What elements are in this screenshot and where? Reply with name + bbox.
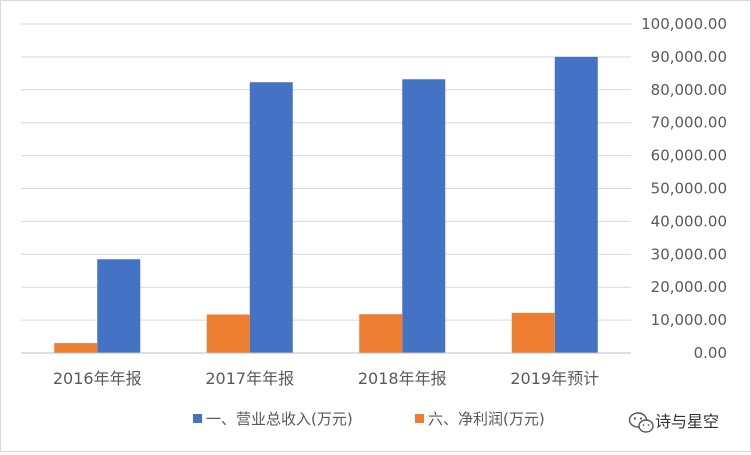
bars	[54, 56, 598, 354]
axes: 0.00 10,000.00 20,000.00 30,000.00 40,000.00…	[21, 15, 727, 388]
bar-revenue	[97, 259, 141, 353]
watermark: 诗与星空	[628, 412, 719, 433]
watermark-text: 诗与星空	[655, 412, 719, 431]
x-tick-label: 2018年年报	[358, 369, 447, 388]
y-tick-label: 0.00	[694, 344, 727, 362]
y-tick-label: 100,000.00	[641, 15, 727, 33]
wechat-icon	[628, 412, 654, 433]
y-tick-label: 10,000.00	[651, 311, 727, 329]
legend: 一、营业总收入(万元) 六、净利润(万元)	[193, 410, 545, 428]
legend-swatch	[193, 414, 202, 423]
x-tick-label: 2019年预计	[510, 369, 599, 388]
x-tick-label: 2016年年报	[53, 369, 142, 388]
y-tick-label: 80,000.00	[651, 81, 727, 99]
bar-net-profit	[359, 314, 403, 353]
bar-net-profit	[54, 343, 98, 353]
bar-net-profit	[511, 312, 555, 353]
y-tick-label: 60,000.00	[651, 147, 727, 165]
bar-revenue	[402, 79, 446, 353]
y-tick-label: 70,000.00	[651, 114, 727, 132]
y-tick-label: 90,000.00	[651, 48, 727, 66]
y-tick-label: 50,000.00	[651, 180, 727, 198]
legend-label: 六、净利润(万元)	[428, 410, 545, 428]
bar-net-profit	[206, 314, 250, 353]
legend-label: 一、营业总收入(万元)	[206, 410, 353, 428]
y-tick-label: 40,000.00	[651, 212, 727, 230]
y-tick-label: 20,000.00	[651, 278, 727, 296]
bar-revenue	[249, 82, 293, 353]
bar-revenue	[554, 56, 598, 354]
x-tick-label: 2017年年报	[205, 369, 294, 388]
y-tick-label: 30,000.00	[651, 245, 727, 263]
legend-swatch	[415, 414, 424, 423]
